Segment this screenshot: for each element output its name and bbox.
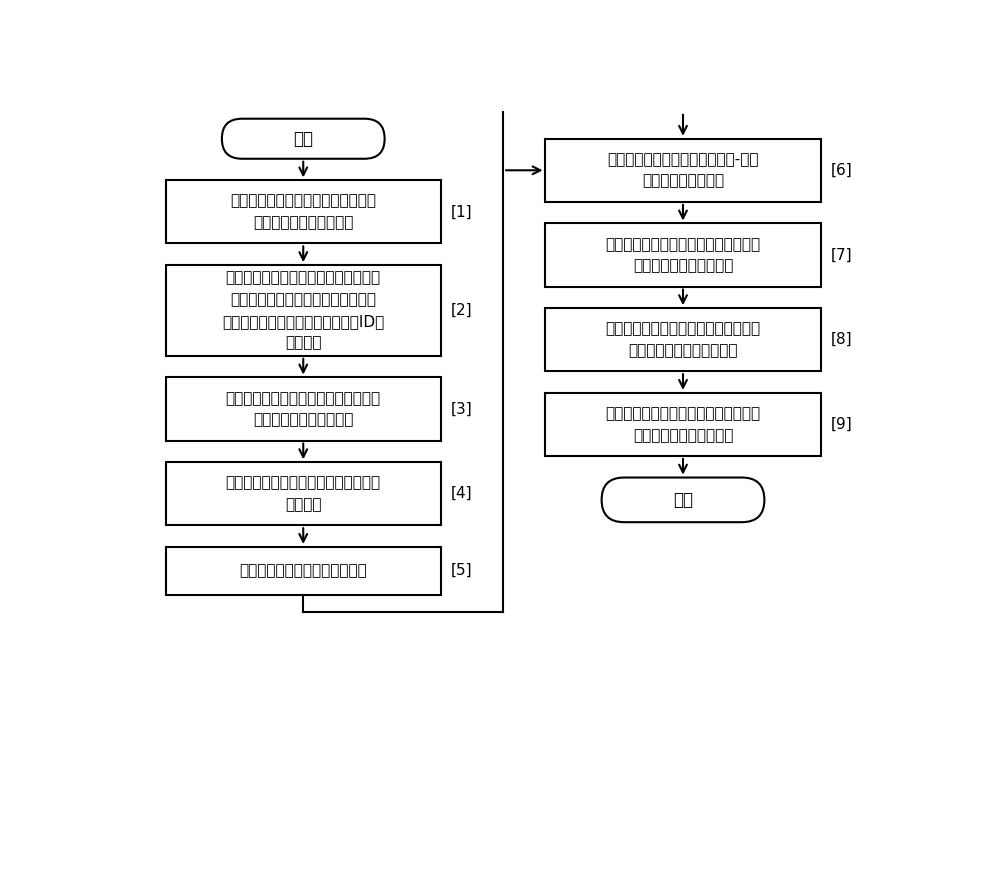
FancyBboxPatch shape: [545, 308, 821, 371]
Text: 根据待攻击算法、操作、泄漏模型信息
制作每条能量迹数据标签: 根据待攻击算法、操作、泄漏模型信息 制作每条能量迹数据标签: [226, 391, 381, 427]
FancyBboxPatch shape: [545, 223, 821, 287]
Text: 搭建神经网络模型，并将能量迹-噪声
数据对进行训练拟合: 搭建神经网络模型，并将能量迹-噪声 数据对进行训练拟合: [607, 152, 759, 188]
FancyBboxPatch shape: [602, 478, 764, 522]
Text: 将降噪后的能量迹，送入区分器，进行
侧信道攻击，并恢复密钥: 将降噪后的能量迹，送入区分器，进行 侧信道攻击，并恢复密钥: [605, 406, 761, 443]
FancyBboxPatch shape: [222, 119, 385, 159]
Text: 根据数据和组内均值计算噪声量: 根据数据和组内均值计算噪声量: [239, 563, 367, 578]
FancyBboxPatch shape: [166, 265, 441, 356]
Text: [1]: [1]: [450, 204, 472, 220]
Text: [9]: [9]: [830, 417, 852, 432]
Text: 将已采集的新数据送入已训练的神经网
络，其输出作为噪声拟合: 将已采集的新数据送入已训练的神经网 络，其输出作为噪声拟合: [605, 237, 761, 273]
Text: 收集采集待测设备算法执行期间的功
耗、电磁泄漏等物理信息: 收集采集待测设备算法执行期间的功 耗、电磁泄漏等物理信息: [230, 194, 376, 230]
Text: [4]: [4]: [450, 486, 472, 501]
Text: [6]: [6]: [830, 163, 852, 178]
Text: 确定待测设备运行的算法、所需要攻击
算法操作位置和需要使用的泄漏模型
（汉明重量模型、汉明距离模型、ID恒
等模型）: 确定待测设备运行的算法、所需要攻击 算法操作位置和需要使用的泄漏模型 （汉明重量…: [222, 271, 384, 350]
Text: 根据新的原始数据和拟合噪声，经过相
减计算得出降噪后的能量迹: 根据新的原始数据和拟合噪声，经过相 减计算得出降噪后的能量迹: [605, 321, 761, 358]
FancyBboxPatch shape: [166, 180, 441, 244]
Text: 根据数据标签对数据进行分组，并计算
组内均值: 根据数据标签对数据进行分组，并计算 组内均值: [226, 475, 381, 512]
Text: 结束: 结束: [673, 491, 693, 509]
Text: [8]: [8]: [830, 332, 852, 347]
FancyBboxPatch shape: [166, 463, 441, 525]
Text: [3]: [3]: [450, 402, 472, 416]
Text: [2]: [2]: [450, 303, 472, 318]
FancyBboxPatch shape: [166, 547, 441, 595]
Text: [7]: [7]: [830, 247, 852, 263]
FancyBboxPatch shape: [166, 378, 441, 440]
Text: 开始: 开始: [293, 129, 313, 147]
FancyBboxPatch shape: [545, 138, 821, 202]
Text: [5]: [5]: [450, 563, 472, 578]
FancyBboxPatch shape: [545, 393, 821, 456]
